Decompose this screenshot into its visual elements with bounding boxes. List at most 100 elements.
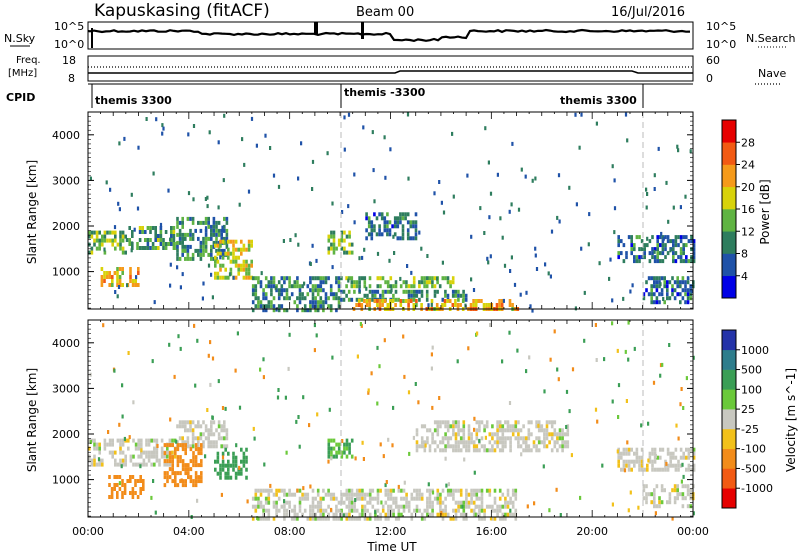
data-cell — [452, 448, 455, 453]
data-cell — [378, 228, 381, 233]
data-cell — [454, 424, 458, 429]
data-cell — [376, 508, 380, 513]
data-cell — [353, 500, 356, 505]
data-cell — [311, 488, 315, 493]
velocity-tick-label: -100 — [741, 443, 766, 456]
nsearch-label: N.Search — [746, 32, 796, 45]
data-cell — [527, 448, 531, 453]
data-cell — [223, 113, 226, 118]
data-cell — [319, 304, 323, 309]
data-cell — [274, 286, 277, 291]
data-cell — [675, 423, 678, 428]
data-cell — [400, 512, 403, 517]
data-cell — [332, 296, 336, 301]
data-cell — [134, 462, 138, 467]
data-cell — [380, 500, 383, 505]
data-cell — [444, 444, 447, 449]
data-cell — [332, 246, 336, 251]
data-cell — [345, 234, 349, 239]
data-cell — [301, 292, 304, 297]
data-cell — [90, 462, 94, 467]
data-cell — [617, 415, 620, 419]
data-cell — [267, 512, 271, 517]
data-cell — [527, 444, 531, 449]
data-cell — [625, 463, 628, 468]
data-cell — [431, 500, 434, 505]
data-cell — [257, 304, 260, 309]
data-cell — [467, 448, 471, 453]
data-cell — [660, 276, 664, 281]
data-cell — [298, 496, 302, 501]
data-cell — [166, 459, 169, 464]
power-tick-label: 28 — [741, 136, 755, 149]
data-cell — [370, 220, 374, 225]
data-cell — [220, 436, 223, 441]
data-cell — [366, 508, 369, 513]
data-cell — [141, 230, 144, 234]
x-tick-label: 00:00 — [677, 525, 709, 538]
data-cell — [457, 440, 460, 445]
data-cell — [662, 236, 665, 241]
data-cell — [679, 463, 683, 468]
data-cell — [470, 496, 473, 501]
data-cell — [259, 280, 263, 285]
data-cell — [257, 276, 260, 281]
data-cell — [617, 455, 620, 460]
data-cell — [663, 488, 666, 493]
data-cell — [378, 232, 381, 237]
velocity-tick-label: 25 — [741, 403, 755, 416]
data-cell — [158, 458, 161, 463]
data-cell — [186, 252, 190, 257]
data-cell — [90, 458, 94, 463]
data-cell — [676, 292, 679, 297]
data-cell — [114, 450, 117, 455]
data-cell — [457, 500, 460, 505]
data-cell — [139, 491, 142, 495]
data-cell — [316, 308, 320, 313]
data-cell — [340, 289, 343, 294]
data-cell — [480, 420, 484, 425]
data-cell — [444, 496, 447, 501]
data-cell — [169, 283, 172, 288]
data-cell — [272, 516, 276, 521]
data-cell — [692, 355, 695, 360]
data-cell — [472, 288, 476, 292]
data-cell — [353, 289, 356, 294]
data-cell — [254, 292, 258, 297]
data-cell — [594, 407, 598, 412]
data-cell — [229, 239, 233, 244]
data-cell — [365, 216, 368, 221]
data-cell — [444, 448, 447, 453]
data-cell — [654, 454, 657, 458]
data-cell — [493, 496, 497, 501]
data-cell — [444, 504, 447, 509]
data-cell — [126, 479, 129, 483]
data-cell — [234, 247, 238, 252]
data-cell — [98, 462, 101, 467]
data-cell — [309, 508, 312, 513]
data-cell — [111, 438, 114, 443]
data-cell — [583, 338, 586, 343]
data-cell — [186, 420, 190, 425]
data-cell — [561, 448, 564, 453]
data-cell — [184, 256, 187, 261]
data-cell — [501, 359, 504, 364]
data-cell — [194, 455, 198, 460]
data-cell — [647, 276, 651, 281]
data-cell — [267, 500, 271, 505]
data-cell — [387, 488, 390, 493]
freq-unit: [MHz] — [8, 68, 37, 79]
data-cell — [679, 247, 683, 252]
data-cell — [184, 471, 187, 476]
data-cell — [178, 240, 182, 245]
data-cell — [211, 295, 214, 300]
data-cell — [465, 488, 468, 493]
data-cell — [124, 454, 127, 459]
data-cell — [418, 230, 421, 235]
data-cell — [311, 292, 315, 297]
data-cell — [88, 250, 91, 255]
data-cell — [511, 141, 514, 146]
data-cell — [387, 496, 390, 501]
colorbar-swatch — [722, 468, 736, 489]
